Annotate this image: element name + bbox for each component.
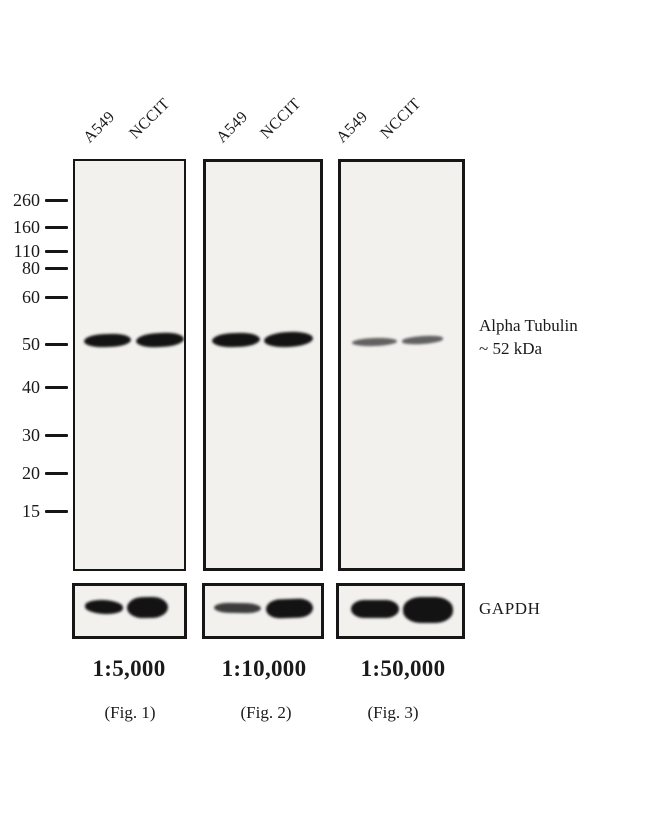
figure-number-3: (Fig. 3) — [367, 703, 419, 722]
lane-label-nccit: NCCIT — [377, 95, 425, 143]
mw-marker-row: 60 — [0, 287, 68, 307]
blot-panel-2 — [203, 159, 323, 571]
mw-marker-row: 30 — [0, 425, 68, 445]
mw-marker-row: 80 — [0, 258, 68, 278]
mw-tick — [45, 471, 68, 475]
mw-tick — [45, 385, 68, 389]
band-alpha-tubulin-a549 — [211, 332, 261, 348]
dilution-label-2: 1:10,000 — [221, 656, 307, 681]
dilution-label-1: 1:5,000 — [92, 656, 166, 681]
dilution-label-3: 1:50,000 — [360, 656, 446, 681]
mw-marker-row: 50 — [0, 334, 68, 354]
loading-control-label: GAPDH — [479, 599, 541, 618]
mw-label-160: 160 — [13, 217, 40, 237]
mw-label-15: 15 — [22, 501, 40, 521]
mw-tick — [45, 266, 68, 270]
mw-tick — [45, 225, 68, 229]
band-gapdh-nccit — [403, 597, 453, 623]
mw-tick — [45, 249, 68, 253]
lane-label-a549: A549 — [333, 108, 372, 147]
mw-tick — [45, 295, 68, 299]
mw-tick — [45, 342, 68, 346]
mw-marker-row: 110 — [0, 241, 68, 261]
target-protein-name: Alpha Tubulin — [479, 316, 578, 335]
mw-label-50: 50 — [22, 334, 40, 354]
mw-label-40: 40 — [22, 377, 40, 397]
band-alpha-tubulin-nccit — [401, 334, 444, 346]
band-alpha-tubulin-nccit — [263, 330, 314, 349]
gapdh-strip-2 — [202, 583, 324, 639]
lane-label-a549: A549 — [80, 108, 119, 147]
mw-label-110: 110 — [13, 241, 40, 261]
figure-number-2: (Fig. 2) — [240, 703, 292, 722]
lane-label-a549: A549 — [213, 108, 252, 147]
target-protein-size: ~ 52 kDa — [479, 339, 543, 358]
band-alpha-tubulin-nccit — [135, 331, 185, 349]
mw-marker-row: 160 — [0, 217, 68, 237]
gapdh-strip-1 — [72, 583, 187, 639]
band-alpha-tubulin-a549 — [351, 337, 398, 347]
blot-panel-1 — [73, 159, 186, 571]
lane-label-nccit: NCCIT — [257, 95, 305, 143]
mw-tick — [45, 433, 68, 437]
mw-marker-row: 15 — [0, 501, 68, 521]
mw-label-80: 80 — [22, 258, 40, 278]
mw-label-20: 20 — [22, 463, 40, 483]
mw-label-30: 30 — [22, 425, 40, 445]
mw-marker-row: 40 — [0, 377, 68, 397]
mw-label-60: 60 — [22, 287, 40, 307]
target-protein-label: Alpha Tubulin ~ 52 kDa — [479, 314, 578, 360]
figure-number-1: (Fig. 1) — [104, 703, 156, 722]
mw-marker-row: 260 — [0, 190, 68, 210]
mw-label-260: 260 — [13, 190, 40, 210]
gapdh-strip-3 — [336, 583, 465, 639]
band-gapdh-a549 — [213, 602, 262, 614]
band-alpha-tubulin-a549 — [83, 333, 132, 348]
mw-tick — [45, 509, 68, 513]
lane-label-nccit: NCCIT — [126, 95, 174, 143]
mw-tick — [45, 198, 68, 202]
band-gapdh-a549 — [351, 600, 399, 618]
mw-marker-row: 20 — [0, 463, 68, 483]
band-gapdh-nccit — [265, 598, 314, 619]
band-gapdh-a549 — [84, 599, 124, 615]
band-gapdh-nccit — [126, 596, 169, 619]
blot-panel-3 — [338, 159, 465, 571]
